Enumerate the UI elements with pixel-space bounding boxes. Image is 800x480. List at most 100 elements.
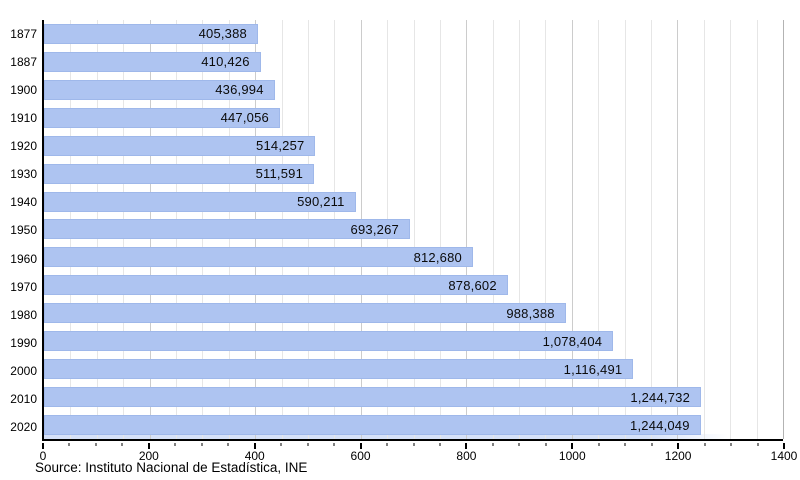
bar-row-1887: 410,426 bbox=[44, 48, 783, 76]
bar-value-label: 878,602 bbox=[448, 277, 497, 293]
bar-row-2020: 1,244,049 bbox=[44, 411, 783, 439]
x-tick-label-600: 600 bbox=[350, 449, 371, 463]
year-label-1970: 1970 bbox=[10, 279, 37, 294]
year-label-1887: 1887 bbox=[10, 55, 37, 70]
bar-value-label: 812,680 bbox=[413, 249, 462, 265]
year-label-1910: 1910 bbox=[10, 111, 37, 126]
x-minor-tick bbox=[280, 443, 282, 446]
x-minor-tick bbox=[651, 443, 653, 446]
source-caption: Source: Instituto Nacional de Estadístic… bbox=[35, 460, 308, 475]
year-label-1940: 1940 bbox=[10, 195, 37, 210]
bar-row-1990: 1,078,404 bbox=[44, 327, 783, 355]
year-label-1900: 1900 bbox=[10, 83, 37, 98]
bar-row-1877: 405,388 bbox=[44, 20, 783, 48]
gridline bbox=[439, 20, 441, 439]
x-minor-tick bbox=[439, 443, 441, 446]
bar-row-1970: 878,602 bbox=[44, 271, 783, 299]
year-label-2000: 2000 bbox=[10, 363, 37, 378]
x-minor-tick bbox=[598, 443, 600, 446]
gridline bbox=[677, 20, 679, 439]
x-minor-tick bbox=[518, 443, 520, 446]
bar-2020: 1,244,049 bbox=[44, 415, 701, 436]
bar-row-2000: 1,116,491 bbox=[44, 355, 783, 383]
x-tick-label-200: 200 bbox=[138, 449, 159, 463]
x-minor-tick bbox=[95, 443, 97, 446]
x-axis: 0 200 400 600 800 1000 1200 1400 bbox=[39, 443, 797, 465]
year-label-1960: 1960 bbox=[10, 251, 37, 266]
gridline bbox=[413, 20, 415, 439]
bar-2010: 1,244,732 bbox=[44, 387, 702, 408]
gridline bbox=[519, 20, 521, 439]
x-major-tick bbox=[42, 443, 44, 449]
gridline bbox=[651, 20, 653, 439]
bar-row-1920: 514,257 bbox=[44, 132, 783, 160]
bar-row-1930: 511,591 bbox=[44, 160, 783, 188]
year-label-1930: 1930 bbox=[10, 167, 37, 182]
bar-1990: 1,078,404 bbox=[44, 331, 614, 352]
x-minor-tick bbox=[201, 443, 203, 446]
bar-value-label: 447,056 bbox=[220, 110, 269, 126]
bottom-shade-strip bbox=[44, 434, 729, 439]
x-minor-tick bbox=[704, 443, 706, 446]
year-label-1920: 1920 bbox=[10, 139, 37, 154]
bar-value-label: 590,211 bbox=[297, 194, 345, 210]
gridline bbox=[466, 20, 468, 439]
bar-row-1960: 812,680 bbox=[44, 243, 783, 271]
x-minor-tick bbox=[492, 443, 494, 446]
x-major-tick bbox=[465, 443, 468, 449]
bar-value-label: 511,591 bbox=[255, 166, 304, 182]
bar-value-label: 1,244,049 bbox=[630, 417, 690, 433]
bar-row-1940: 590,211 bbox=[44, 188, 783, 216]
year-label-1980: 1980 bbox=[10, 307, 37, 322]
x-minor-tick bbox=[307, 443, 309, 446]
gridline bbox=[571, 20, 573, 439]
x-major-tick bbox=[677, 443, 680, 449]
year-label-1990: 1990 bbox=[10, 335, 37, 350]
bar-1920: 514,257 bbox=[44, 135, 316, 156]
x-minor-tick bbox=[174, 443, 176, 446]
bar-value-label: 693,267 bbox=[350, 221, 399, 237]
x-minor-tick bbox=[413, 443, 414, 446]
bar-1950: 693,267 bbox=[44, 219, 410, 240]
x-tick-label-1000: 1000 bbox=[558, 449, 586, 463]
x-minor-tick bbox=[68, 443, 70, 446]
bar-1970: 878,602 bbox=[44, 275, 508, 296]
gridline bbox=[624, 20, 626, 439]
gridline bbox=[730, 20, 732, 439]
year-label-2010: 2010 bbox=[10, 391, 37, 406]
plot-area: 405,388 410,426 436,994 447,056 514,257 511,5… bbox=[42, 20, 784, 441]
bar-value-label: 405,388 bbox=[198, 26, 247, 42]
x-major-tick bbox=[571, 443, 574, 449]
bar-row-1910: 447,056 bbox=[44, 104, 783, 132]
x-tick-label-1200: 1200 bbox=[664, 449, 692, 463]
bar-value-label: 436,994 bbox=[215, 82, 264, 98]
x-tick-label-0: 0 bbox=[39, 449, 47, 463]
x-minor-tick bbox=[730, 443, 732, 446]
gridline bbox=[545, 20, 547, 439]
bar-value-label: 1,244,732 bbox=[630, 389, 691, 405]
year-label-1877: 1877 bbox=[10, 27, 37, 42]
gridline bbox=[703, 20, 705, 439]
x-major-tick bbox=[253, 443, 256, 449]
x-minor-tick bbox=[333, 443, 335, 446]
y-axis-year-labels: 1877 1887 1900 1910 1920 1930 1940 1950 1960 1970… bbox=[0, 20, 37, 441]
x-minor-tick bbox=[757, 443, 759, 446]
bar-row-1980: 988,388 bbox=[44, 299, 783, 327]
bar-2000: 1,116,491 bbox=[44, 359, 634, 380]
x-minor-tick bbox=[386, 443, 388, 446]
bar-value-label: 1,078,404 bbox=[542, 333, 603, 349]
x-minor-tick bbox=[545, 443, 547, 446]
x-major-tick bbox=[359, 443, 362, 449]
bar-1877: 405,388 bbox=[44, 23, 258, 44]
bar-value-label: 514,257 bbox=[256, 138, 305, 154]
bar-1940: 590,211 bbox=[44, 191, 356, 212]
x-minor-tick bbox=[227, 443, 229, 446]
x-tick-label-800: 800 bbox=[456, 449, 477, 463]
bar-row-1900: 436,994 bbox=[44, 76, 783, 104]
gridline bbox=[756, 20, 758, 439]
bar-1887: 410,426 bbox=[44, 51, 261, 72]
year-label-2020: 2020 bbox=[10, 419, 37, 434]
bar-value-label: 1,116,491 bbox=[563, 361, 623, 377]
bar-1980: 988,388 bbox=[44, 303, 566, 324]
